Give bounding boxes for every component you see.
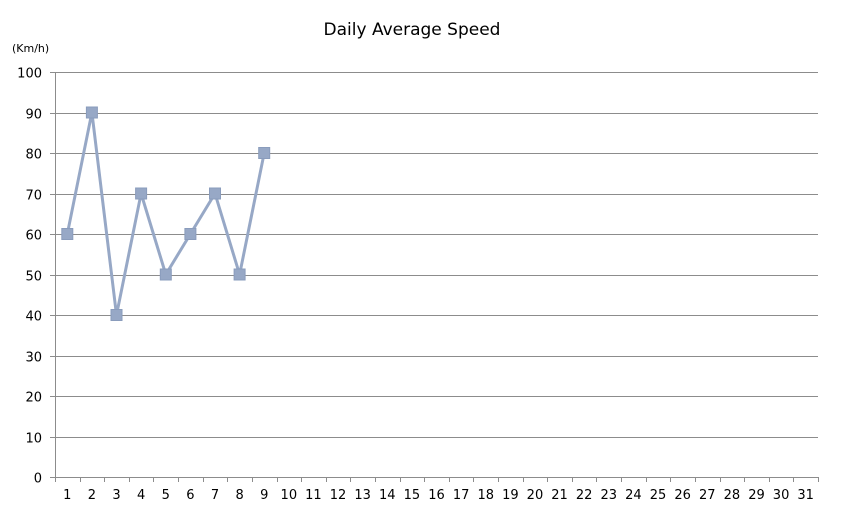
axes [55, 72, 818, 478]
x-tick-label: 5 [162, 488, 170, 503]
x-tick-label: 10 [281, 488, 298, 503]
y-tick-label: 70 [25, 189, 42, 204]
data-point-marker [159, 268, 172, 281]
y-axis-ticks: 0 10 20 30 40 50 60 70 80 90 100 [17, 67, 55, 487]
x-tick-label: 21 [551, 488, 568, 503]
x-tick-label: 4 [137, 488, 145, 503]
y-tick-label: 40 [25, 310, 42, 325]
x-tick-label: 11 [305, 488, 322, 503]
x-tick-label: 25 [650, 488, 667, 503]
data-point-marker [110, 309, 123, 321]
series [61, 106, 271, 321]
x-tick-label: 22 [576, 488, 593, 503]
y-tick-label: 50 [25, 270, 42, 285]
x-tick-label: 24 [625, 488, 642, 503]
x-tick-label: 14 [379, 488, 396, 503]
y-tick-label: 100 [17, 67, 42, 82]
chart-title: Daily Average Speed [324, 20, 501, 40]
x-tick-label: 9 [260, 488, 268, 503]
data-point-marker [184, 228, 197, 240]
x-tick-label: 20 [527, 488, 544, 503]
x-tick-label: 23 [601, 488, 618, 503]
data-point-marker [209, 187, 221, 200]
x-tick-label: 3 [112, 488, 120, 503]
x-tick-label: 27 [699, 488, 716, 503]
x-tick-label: 12 [330, 488, 347, 503]
x-tick-label: 18 [477, 488, 494, 503]
x-tick-label: 13 [354, 488, 371, 503]
x-tick-label: 17 [453, 488, 470, 503]
y-axis-unit-label: (Km/h) [12, 42, 49, 55]
x-tick-label: 1 [63, 488, 71, 503]
x-tick-label: 30 [773, 488, 790, 503]
y-tick-label: 20 [25, 391, 42, 406]
gridlines [55, 72, 818, 438]
data-point-marker [61, 228, 74, 240]
x-tick-label: 8 [235, 488, 243, 503]
data-point-marker [135, 187, 148, 200]
y-tick-label: 60 [25, 229, 42, 244]
data-point-marker [258, 147, 271, 159]
y-tick-label: 90 [25, 108, 42, 123]
data-point-marker [85, 106, 98, 119]
x-tick-label: 29 [748, 488, 765, 503]
x-tick-label: 26 [674, 488, 691, 503]
y-tick-label: 80 [25, 148, 42, 163]
y-tick-label: 0 [34, 472, 42, 487]
series-line [65, 111, 266, 317]
x-tick-label: 16 [428, 488, 445, 503]
x-tick-label: 6 [186, 488, 194, 503]
x-tick-label: 19 [502, 488, 519, 503]
y-tick-label: 30 [25, 351, 42, 366]
x-tick-label: 31 [797, 488, 814, 503]
x-tick-label: 2 [88, 488, 96, 503]
y-tick-label: 10 [25, 432, 42, 447]
x-tick-label: 7 [211, 488, 219, 503]
x-axis-ticks: 1 2 3 4 5 6 7 8 9 10 11 12 13 14 15 16 17 18 19 20 21 22 23 24 2… [55, 477, 819, 503]
data-point-marker [233, 268, 246, 281]
x-tick-label: 15 [404, 488, 421, 503]
x-tick-label: 28 [724, 488, 741, 503]
